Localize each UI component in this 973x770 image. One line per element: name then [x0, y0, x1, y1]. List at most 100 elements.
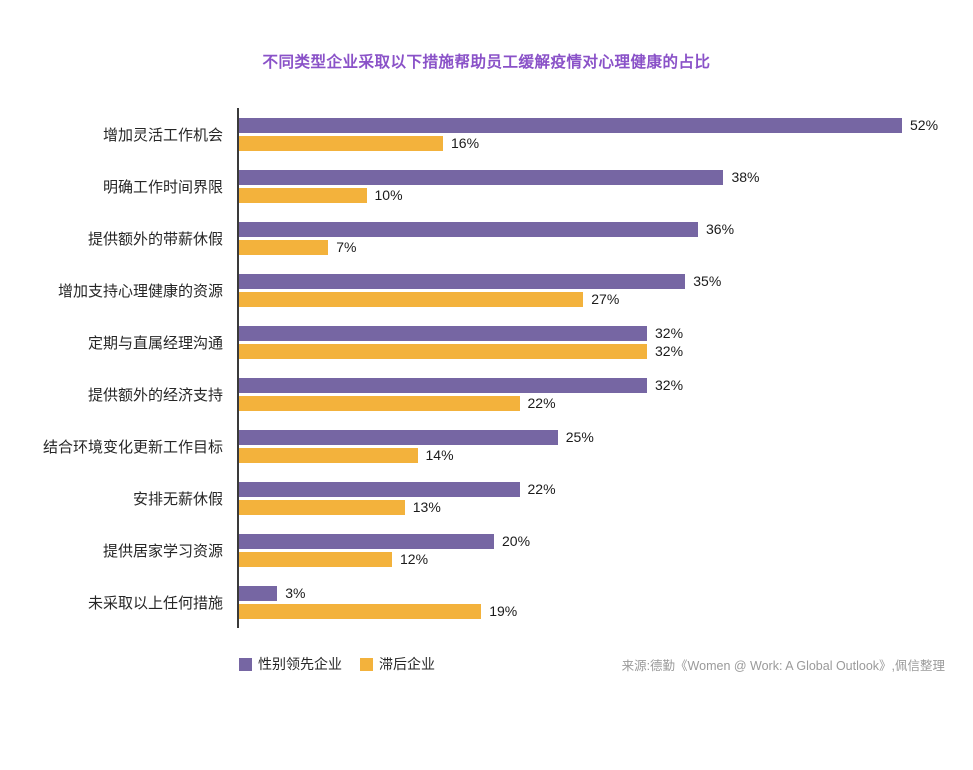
bar-line: 32% — [239, 377, 953, 393]
chart-row: 结合环境变化更新工作目标 25% 14% — [12, 420, 953, 472]
category-label: 提供额外的经济支持 — [87, 386, 223, 404]
bar-gender-leading — [239, 481, 520, 497]
value-label: 7% — [336, 239, 357, 255]
bar-lagging — [239, 551, 392, 567]
value-label: 19% — [489, 603, 518, 619]
value-label: 38% — [731, 169, 760, 185]
legend-swatch-purple — [239, 657, 252, 671]
chart-title: 不同类型企业采取以下措施帮助员工缓解疫情对心理健康的占比 — [262, 54, 711, 71]
bar-line: 32% — [239, 325, 953, 341]
category-label: 增加灵活工作机会 — [102, 126, 223, 144]
bar-lagging — [239, 603, 482, 619]
bar-lagging — [239, 343, 647, 359]
bar-lagging — [239, 187, 367, 203]
bar-lagging — [239, 135, 443, 151]
chart-row: 明确工作时间界限 38% 10% — [12, 160, 953, 212]
bar-group: 20% 12% — [237, 524, 953, 576]
value-label: 22% — [527, 395, 556, 411]
bar-line: 36% — [239, 221, 953, 237]
bar-line: 35% — [239, 273, 953, 289]
value-label: 3% — [285, 585, 306, 601]
chart-row: 增加支持心理健康的资源 35% 27% — [12, 264, 953, 316]
bar-group: 35% 27% — [237, 264, 953, 316]
category-label: 提供居家学习资源 — [102, 542, 223, 560]
legend-label-lagging: 滞后企业 — [379, 656, 435, 672]
bar-group: 36% 7% — [237, 212, 953, 264]
bar-line: 32% — [239, 343, 953, 359]
bar-group: 22% 13% — [237, 472, 953, 524]
bar-gender-leading — [239, 325, 647, 341]
plot-area: 增加灵活工作机会 52% 16% 明确工作时间界限 38% 10% 提供额外的带薪休假 36%… — [12, 108, 953, 628]
value-label: 13% — [412, 499, 441, 515]
category-label: 结合环境变化更新工作目标 — [42, 438, 223, 456]
bar-chart: 增加灵活工作机会 52% 16% 明确工作时间界限 38% 10% 提供额外的带薪休假 36%… — [0, 108, 973, 628]
chart-row: 提供居家学习资源 20% 12% — [12, 524, 953, 576]
value-label: 16% — [451, 135, 480, 151]
bar-group: 25% 14% — [237, 420, 953, 472]
chart-row: 增加灵活工作机会 52% 16% — [12, 108, 953, 160]
bar-lagging — [239, 291, 584, 307]
value-label: 32% — [655, 377, 684, 393]
bar-group: 38% 10% — [237, 160, 953, 212]
bar-lagging — [239, 447, 418, 463]
bar-line: 14% — [239, 447, 953, 463]
chart-row: 提供额外的经济支持 32% 22% — [12, 368, 953, 420]
category-label: 增加支持心理健康的资源 — [57, 282, 223, 300]
bar-group: 52% 16% — [237, 108, 953, 160]
bar-line: 52% — [239, 117, 953, 133]
bar-line: 3% — [239, 585, 953, 601]
bar-line: 16% — [239, 135, 953, 151]
bar-gender-leading — [239, 169, 724, 185]
legend-swatch-yellow — [360, 657, 373, 671]
chart-row: 安排无薪休假 22% 13% — [12, 472, 953, 524]
chart-row: 提供额外的带薪休假 36% 7% — [12, 212, 953, 264]
chart-row: 定期与直属经理沟通 32% 32% — [12, 316, 953, 368]
bar-line: 13% — [239, 499, 953, 515]
legend-label-gender-leading: 性别领先企业 — [258, 656, 342, 672]
bar-gender-leading — [239, 273, 686, 289]
source-note: 来源:德勤《Women @ Work: A Global Outlook》,佩信… — [621, 658, 945, 673]
bar-lagging — [239, 239, 329, 255]
chart-footer: 性别领先企业 滞后企业 来源:德勤《Women @ Work: A Global… — [0, 654, 973, 674]
bar-lagging — [239, 395, 520, 411]
bar-gender-leading — [239, 117, 902, 133]
bar-gender-leading — [239, 429, 558, 445]
bar-lagging — [239, 499, 405, 515]
bar-group: 32% 32% — [237, 316, 953, 368]
bar-line: 22% — [239, 395, 953, 411]
value-label: 35% — [693, 273, 722, 289]
bar-line: 12% — [239, 551, 953, 567]
bar-line: 20% — [239, 533, 953, 549]
bar-line: 7% — [239, 239, 953, 255]
value-label: 12% — [400, 551, 429, 567]
value-label: 52% — [910, 117, 939, 133]
bar-line: 27% — [239, 291, 953, 307]
bar-line: 38% — [239, 169, 953, 185]
bar-group: 3% 19% — [237, 576, 953, 628]
bar-gender-leading — [239, 585, 278, 601]
bar-line: 25% — [239, 429, 953, 445]
value-label: 25% — [565, 429, 594, 445]
legend-item-gender-leading: 性别领先企业 — [239, 654, 342, 674]
value-label: 36% — [706, 221, 735, 237]
value-label: 27% — [591, 291, 620, 307]
legend-item-lagging: 滞后企业 — [360, 654, 435, 674]
bar-line: 10% — [239, 187, 953, 203]
bar-gender-leading — [239, 533, 494, 549]
value-label: 10% — [374, 187, 403, 203]
bar-line: 19% — [239, 603, 953, 619]
bar-gender-leading — [239, 377, 647, 393]
category-label: 未采取以上任何措施 — [87, 594, 223, 612]
value-label: 22% — [527, 481, 556, 497]
bar-line: 22% — [239, 481, 953, 497]
category-label: 明确工作时间界限 — [102, 178, 223, 196]
value-label: 32% — [655, 325, 684, 341]
category-label: 定期与直属经理沟通 — [87, 334, 223, 352]
chart-row: 未采取以上任何措施 3% 19% — [12, 576, 953, 628]
category-label: 提供额外的带薪休假 — [87, 230, 223, 248]
legend: 性别领先企业 滞后企业 — [239, 654, 435, 674]
value-label: 32% — [655, 343, 684, 359]
value-label: 20% — [502, 533, 531, 549]
bar-gender-leading — [239, 221, 698, 237]
